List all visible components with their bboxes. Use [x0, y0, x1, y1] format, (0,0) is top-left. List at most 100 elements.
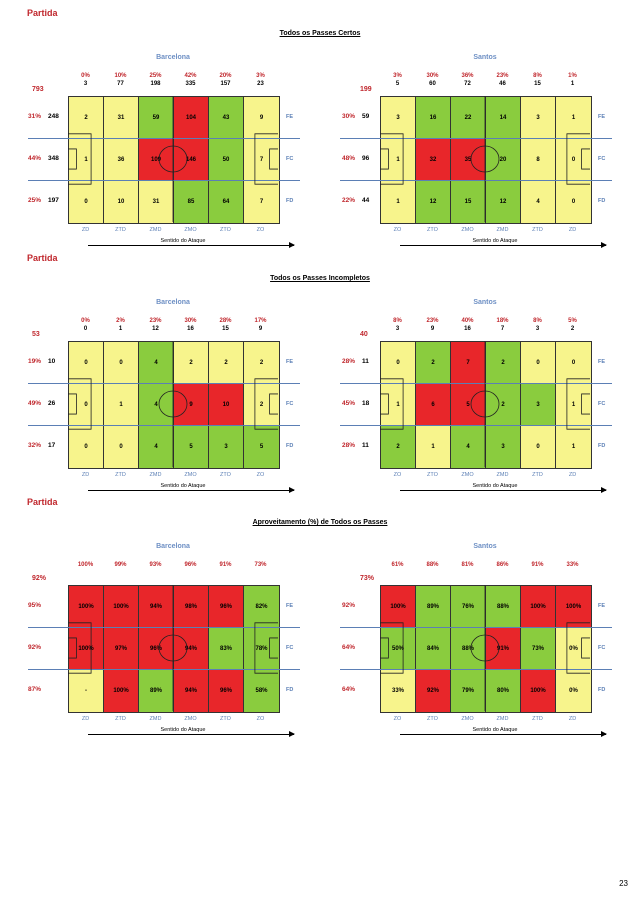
column-label: ZMD	[149, 227, 162, 233]
column-count: 23	[257, 81, 264, 87]
column-total: 99%	[103, 561, 138, 569]
row-tag: FE	[598, 114, 606, 120]
zone-cell: 9	[174, 384, 209, 426]
row-percent: 44%	[28, 155, 42, 162]
column-label: ZMO	[461, 472, 474, 478]
column-percent: 1%	[568, 73, 577, 79]
zone-cell: 33%	[381, 670, 416, 712]
zone-cell: 2	[209, 342, 244, 384]
row-percent: 28%	[342, 442, 356, 449]
zone-cell: 92%	[416, 670, 451, 712]
column-percent: 96%	[184, 562, 197, 568]
column-total: 23% 12	[138, 317, 173, 333]
column-count: 157	[220, 81, 231, 87]
zone-cell: 100%	[104, 586, 139, 628]
column-count: 198	[150, 81, 161, 87]
column-percent: 86%	[496, 562, 509, 568]
row-divider	[28, 383, 300, 384]
zone-cell: 79%	[451, 670, 486, 712]
column-label: ZTD	[532, 472, 543, 478]
column-percent: 30%	[426, 73, 439, 79]
section-title: Todos os Passes Certos	[279, 30, 361, 37]
row-count: 17	[48, 442, 56, 449]
team-total: 73%	[360, 575, 375, 582]
zone-cell: 5	[451, 384, 486, 426]
row-divider	[340, 627, 612, 628]
column-label: ZD	[568, 227, 577, 233]
team-total: 53	[32, 331, 40, 338]
column-total: 42% 335	[173, 72, 208, 88]
zone-cell: 96%	[139, 628, 174, 670]
zone-cell: 8	[521, 139, 556, 181]
column-total: 23% 9	[415, 317, 450, 333]
row-tag: FE	[598, 359, 606, 365]
column-count: 16	[464, 326, 471, 332]
zone-cell: 88%	[451, 628, 486, 670]
zone-cell: 12	[416, 181, 451, 223]
row-tag: FD	[286, 198, 294, 204]
column-percent: 36%	[461, 73, 474, 79]
column-total: 0% 3	[68, 72, 103, 88]
row-tag: FC	[598, 156, 606, 162]
row-percent: 92%	[28, 644, 42, 651]
row-tag: FD	[598, 198, 606, 204]
zone-cell: 1	[381, 139, 416, 181]
column-label: ZMD	[496, 716, 509, 722]
column-total: 73%	[243, 561, 278, 569]
team-panel-santos: Santos 199 3% 5 30% 60 36% 72 23% 46 8% 15 1% 1 3 16 22 1…	[340, 54, 638, 248]
row-percent: 25%	[28, 197, 42, 204]
row-divider	[28, 425, 300, 426]
zone-cell: 2	[381, 426, 416, 468]
attack-direction-arrow	[400, 731, 607, 737]
zone-cell: 14	[486, 97, 521, 139]
row-count: 11	[362, 358, 369, 365]
column-label: ZMD	[496, 472, 509, 478]
column-percent: 28%	[219, 318, 232, 324]
column-count: 12	[152, 326, 159, 332]
column-total: 30% 60	[415, 72, 450, 88]
zone-cell: 20	[486, 139, 521, 181]
zone-cell: 94%	[139, 586, 174, 628]
zone-cell: 10	[209, 384, 244, 426]
zone-cell: 91%	[486, 628, 521, 670]
zone-cell: 94%	[174, 670, 209, 712]
column-total: 2% 1	[103, 317, 138, 333]
column-label: ZMO	[184, 716, 197, 722]
row-tag: FC	[286, 401, 294, 407]
row-tag: FE	[286, 114, 294, 120]
team-name: Santos	[473, 299, 497, 306]
team-name: Barcelona	[156, 54, 190, 61]
row-percent: 87%	[28, 686, 42, 693]
column-count: 60	[429, 81, 436, 87]
row-divider	[340, 138, 612, 139]
zone-cell: 88%	[486, 586, 521, 628]
zone-cell: 0	[556, 181, 591, 223]
column-label: ZD	[81, 472, 90, 478]
zone-cell: 0	[69, 426, 104, 468]
zone-cell: 3	[521, 384, 556, 426]
zone-cell: 0%	[556, 670, 591, 712]
zone-cell: 146	[174, 139, 209, 181]
column-percent: 42%	[184, 73, 197, 79]
column-total: 36% 72	[450, 72, 485, 88]
zone-cell: 96%	[209, 586, 244, 628]
zone-cell: 0	[556, 139, 591, 181]
zone-cell: 6	[416, 384, 451, 426]
zone-cell: 0	[104, 342, 139, 384]
column-total: 8% 15	[520, 72, 555, 88]
column-total: 40% 16	[450, 317, 485, 333]
row-tag: FD	[598, 687, 606, 693]
section-title: Aproveitamento (%) de Todos os Passes	[252, 519, 388, 526]
zone-cell: 4	[451, 426, 486, 468]
column-total: 17% 9	[243, 317, 278, 333]
zone-cell: 1	[416, 426, 451, 468]
column-count: 0	[83, 326, 88, 332]
row-percent: 19%	[28, 358, 42, 365]
column-count: 15	[534, 81, 541, 87]
column-total: 86%	[485, 561, 520, 569]
column-total: 93%	[138, 561, 173, 569]
column-label: ZMO	[184, 227, 197, 233]
team-name: Barcelona	[156, 299, 190, 306]
column-count: 9	[258, 326, 263, 332]
